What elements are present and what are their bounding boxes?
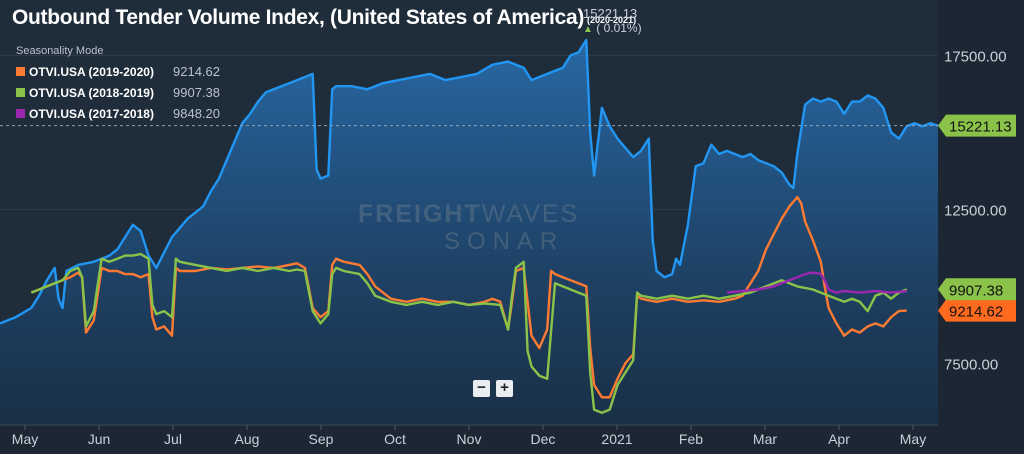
legend-item-2019-2020[interactable]: OTVI.USA (2019-2020) 9214.62 [16, 61, 220, 82]
x-tick-label: Mar [753, 431, 777, 447]
end-label-tag [938, 278, 1016, 301]
watermark-thin-text: WAVES [481, 200, 580, 228]
x-tick-label: Sep [309, 431, 334, 447]
area-layer [0, 40, 938, 425]
zoom-in-button[interactable]: + [496, 380, 513, 397]
x-axis: May Jun Jul Aug Sep Oct Nov Dec 2021 Feb Mar Apr May [0, 424, 938, 447]
legend-swatch [16, 88, 25, 97]
y-tick-label: 7500.00 [944, 356, 998, 373]
legend-value: 9848.20 [173, 106, 220, 121]
legend-value: 9214.62 [173, 64, 220, 79]
y-axis: 17500.00 12500.00 7500.00 [944, 48, 1007, 373]
zoom-out-button[interactable]: − [473, 380, 490, 397]
chart-title-range: (2020-2021) [587, 15, 637, 25]
series-line [30, 252, 908, 414]
x-tick-label: 2021 [601, 431, 632, 447]
y-tick-label: 12500.00 [944, 202, 1007, 219]
x-tick-label: Feb [679, 431, 703, 447]
legend: Seasonality Mode OTVI.USA (2019-2020) 92… [16, 45, 220, 124]
chart-title: Outbound Tender Volume Index, (United St… [12, 6, 585, 29]
series-line [726, 271, 907, 294]
legend-label: OTVI.USA (2019-2020) [29, 64, 154, 79]
x-tick-label: Apr [828, 431, 850, 447]
current-value: 15221.13 [583, 6, 638, 21]
legend-swatch [16, 109, 25, 118]
end-label-text: 9907.38 [949, 282, 1003, 299]
current-change: ▲ ( 0.01%) [583, 21, 642, 35]
legend-heading: Seasonality Mode [16, 45, 104, 57]
series-lines [0, 38, 939, 414]
x-tick-label: Jul [164, 431, 182, 447]
current-change-text: ( 0.01%) [596, 21, 642, 35]
y-tick-label: 17500.00 [944, 48, 1007, 65]
x-tick-label: Oct [384, 431, 406, 447]
x-tick-label: May [12, 431, 38, 447]
legend-item-2018-2019[interactable]: OTVI.USA (2018-2019) 9907.38 [16, 82, 220, 103]
watermark-freightwaves: FREIGHTWAVES [358, 200, 579, 229]
up-arrow-icon: ▲ [583, 24, 593, 35]
zoom-controls: − + [473, 380, 519, 397]
watermark-bold-text: FREIGHT [358, 200, 482, 228]
legend-label: OTVI.USA (2017-2018) [29, 106, 154, 121]
legend-swatch [16, 67, 25, 76]
x-tick-label: May [900, 431, 926, 447]
end-labels: 15221.13 9214.62 9907.38 [938, 114, 1016, 322]
end-label-text: 15221.13 [949, 119, 1012, 136]
legend-value: 9907.38 [173, 85, 220, 100]
legend-label: OTVI.USA (2018-2019) [29, 85, 154, 100]
x-tick-label: Jun [88, 431, 111, 447]
x-tick-label: Dec [531, 431, 556, 447]
end-label-text: 9214.62 [949, 304, 1003, 321]
x-tick-label: Aug [235, 431, 260, 447]
x-tick-label: Nov [457, 431, 482, 447]
series-area [0, 40, 938, 425]
chart-header: Outbound Tender Volume Index, (United St… [12, 6, 636, 30]
end-label-tag [938, 114, 1016, 137]
end-label-tag [938, 299, 1016, 322]
legend-item-2017-2018[interactable]: OTVI.USA (2017-2018) 9848.20 [16, 103, 220, 124]
series-line [0, 38, 939, 325]
watermark-sonar: SONAR [444, 228, 565, 255]
